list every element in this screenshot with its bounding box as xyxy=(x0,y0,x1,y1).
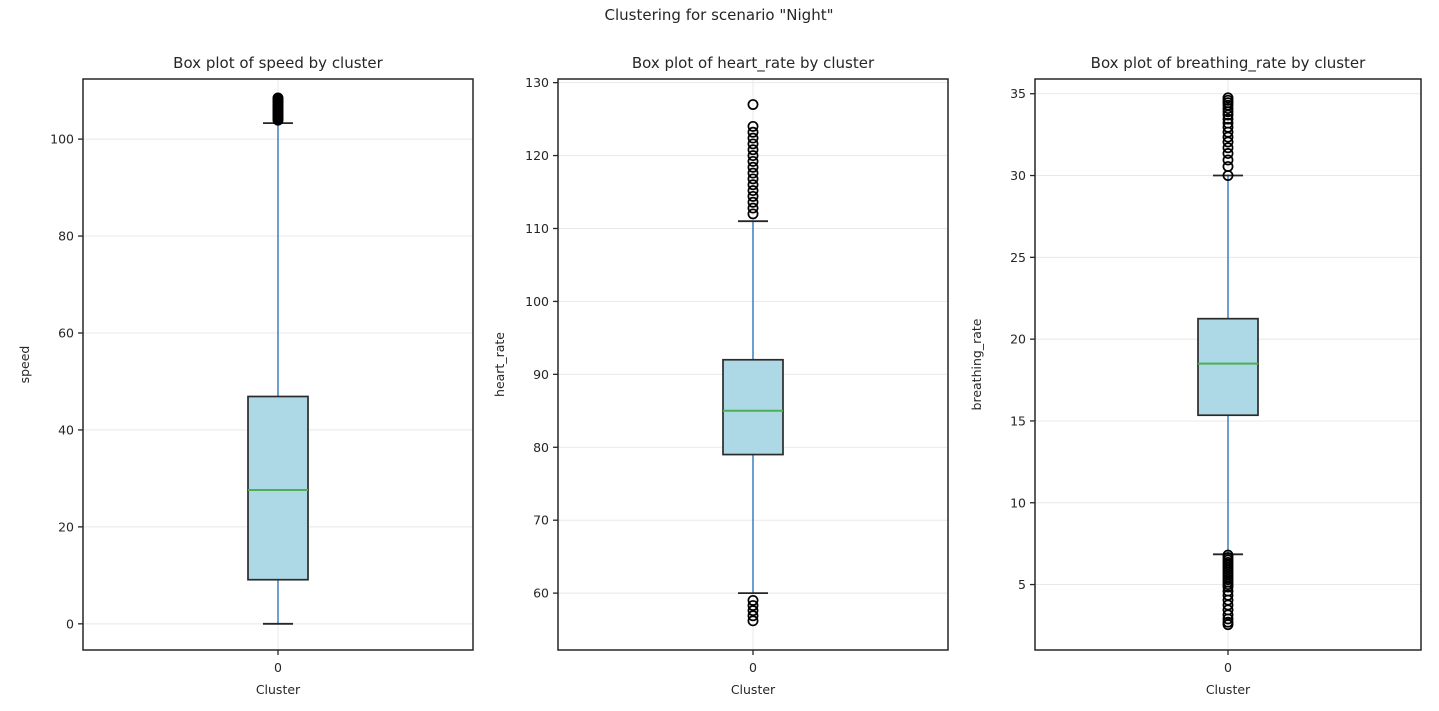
outlier-point xyxy=(747,208,759,220)
outlier-point xyxy=(272,92,284,104)
y-tick-label: 5 xyxy=(1018,577,1026,592)
outlier-point xyxy=(747,144,759,156)
y-axis-label: heart_rate xyxy=(492,332,507,397)
outlier-point xyxy=(1222,581,1234,593)
box xyxy=(247,395,309,581)
outlier-point xyxy=(747,615,759,627)
outlier-point xyxy=(747,120,759,132)
y-axis-label: breathing_rate xyxy=(969,318,984,410)
y-tick-label: 15 xyxy=(1010,413,1026,428)
x-axis-label: Cluster xyxy=(256,682,301,697)
boxplot-speed: 0 20 40 60 80 100 0 Cluster speed Box plot of spe… xyxy=(17,54,474,697)
x-tick-label: 0 xyxy=(749,660,757,675)
y-tick-label: 60 xyxy=(533,586,549,601)
outlier-point xyxy=(747,594,759,606)
outlier-point xyxy=(747,155,759,167)
outlier-point xyxy=(1222,113,1234,125)
box xyxy=(1197,317,1259,417)
outlier-point xyxy=(747,173,759,185)
outlier-point xyxy=(1222,92,1234,104)
outlier-point xyxy=(747,150,759,162)
y-tick-label: 25 xyxy=(1010,250,1026,265)
x-axis-label: Cluster xyxy=(1206,682,1251,697)
y-tick-label: 60 xyxy=(58,325,74,340)
outlier-point xyxy=(747,161,759,173)
y-tick-label: 10 xyxy=(1010,495,1026,510)
y-tick-label: 100 xyxy=(50,132,74,147)
y-axis-label: speed xyxy=(17,346,32,384)
boxplot-heart_rate: 60 70 80 90 100 110 120 130 0 Cluster heart_rate Bo… xyxy=(492,54,949,697)
y-tick-label: 80 xyxy=(533,440,549,455)
x-axis-label: Cluster xyxy=(731,682,776,697)
outlier-point xyxy=(747,605,759,617)
outlier-point xyxy=(1222,613,1234,625)
y-tick-label: 90 xyxy=(533,367,549,382)
y-tick-label: 70 xyxy=(533,513,549,528)
y-tick-label: 30 xyxy=(1010,168,1026,183)
y-tick-label: 80 xyxy=(58,229,74,244)
subplot-title: Box plot of heart_rate by cluster xyxy=(632,54,875,73)
outlier-point xyxy=(1222,147,1234,159)
x-tick-label: 0 xyxy=(1224,660,1232,675)
outlier-point xyxy=(1222,121,1234,133)
y-tick-label: 130 xyxy=(525,75,549,90)
figure-title: Clustering for scenario "Night" xyxy=(604,6,834,24)
outlier-point xyxy=(1222,142,1234,154)
outlier-point xyxy=(1222,154,1234,166)
y-tick-label: 120 xyxy=(525,148,549,163)
outlier-point xyxy=(747,99,759,110)
y-tick-label: 100 xyxy=(525,294,549,309)
outlier-point xyxy=(1222,161,1234,172)
y-tick-label: 110 xyxy=(525,221,549,236)
outlier-point xyxy=(1222,102,1234,114)
outlier-point xyxy=(747,132,759,144)
outlier-point xyxy=(747,138,759,150)
outlier-point xyxy=(747,179,759,191)
outlier-point xyxy=(747,167,759,179)
boxplot-breathing_rate: 5 10 15 20 25 30 35 0 Cluster breathing_rate Box p… xyxy=(969,54,1422,697)
outlier-point xyxy=(747,190,759,202)
outlier-point xyxy=(1222,117,1234,129)
y-tick-label: 35 xyxy=(1010,86,1026,101)
y-tick-label: 40 xyxy=(58,422,74,437)
outlier-point xyxy=(747,196,759,208)
subplot-title: Box plot of breathing_rate by cluster xyxy=(1091,54,1367,73)
outlier-point xyxy=(747,600,759,611)
box xyxy=(722,358,784,456)
outlier-point xyxy=(1222,619,1234,631)
outlier-point xyxy=(747,126,759,138)
y-tick-label: 20 xyxy=(1010,332,1026,347)
x-tick-label: 0 xyxy=(274,660,282,675)
outlier-point xyxy=(747,610,759,622)
outlier-point xyxy=(747,202,759,214)
outlier-point xyxy=(747,185,759,197)
y-tick-label: 0 xyxy=(66,616,74,631)
y-tick-label: 20 xyxy=(58,519,74,534)
subplot-title: Box plot of speed by cluster xyxy=(173,54,383,72)
